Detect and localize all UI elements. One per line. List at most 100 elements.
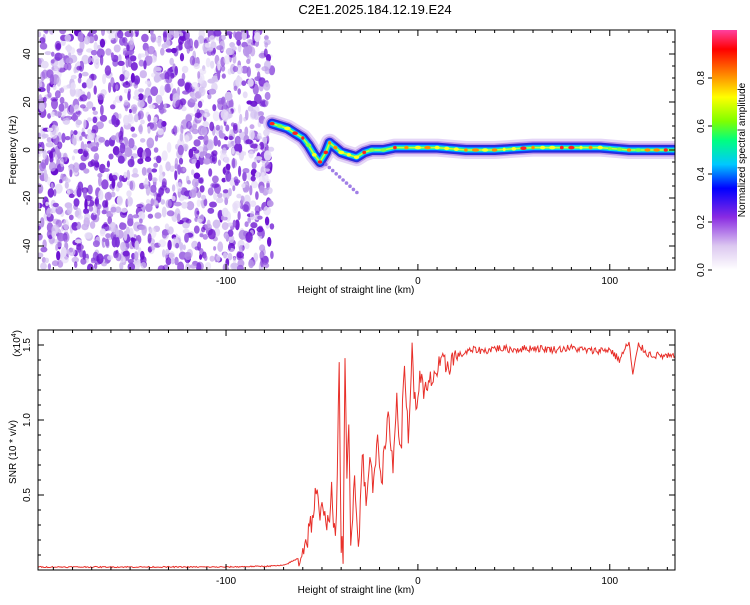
- noise-blob: [232, 53, 237, 64]
- noise-blob: [81, 131, 86, 137]
- noise-blob: [237, 121, 241, 132]
- ridge-hotspot: [362, 150, 367, 155]
- noise-blob: [93, 263, 98, 270]
- noise-blob: [94, 198, 98, 205]
- ridge-hotspot: [644, 148, 651, 152]
- ridge-hotspot: [559, 145, 564, 150]
- noise-blob: [256, 226, 264, 233]
- noise-blob: [117, 181, 123, 189]
- noise-blob: [66, 204, 73, 215]
- noise-blob: [224, 197, 229, 206]
- noise-blob: [199, 151, 204, 159]
- noise-blob: [68, 52, 72, 58]
- ridge-tail-dot: [334, 172, 339, 176]
- noise-blob: [234, 143, 241, 152]
- noise-blob: [191, 169, 195, 176]
- noise-blob: [200, 126, 208, 136]
- noise-blob: [246, 66, 251, 78]
- noise-blob: [116, 195, 123, 206]
- noise-blob: [251, 180, 258, 189]
- noise-blob: [48, 234, 53, 240]
- noise-blob: [126, 190, 132, 198]
- noise-blob: [249, 200, 257, 207]
- ridge-hotspot: [323, 150, 329, 155]
- noise-blob: [40, 262, 47, 270]
- noise-blob: [147, 45, 156, 55]
- noise-blob: [227, 143, 233, 148]
- noise-blob: [223, 55, 231, 65]
- noise-blob: [184, 251, 192, 261]
- noise-blob: [186, 121, 192, 130]
- noise-blob: [57, 232, 65, 242]
- noise-blob: [213, 30, 222, 37]
- noise-blob: [139, 53, 146, 58]
- noise-blob: [174, 65, 178, 76]
- noise-blob: [77, 31, 84, 43]
- noise-blob: [250, 175, 256, 182]
- noise-blob: [137, 110, 144, 120]
- noise-blob: [234, 31, 243, 41]
- noise-blob: [93, 85, 97, 95]
- noise-blob: [38, 132, 41, 138]
- noise-blob: [204, 42, 211, 48]
- noise-blob: [181, 72, 186, 81]
- noise-blob: [132, 214, 140, 219]
- noise-blob: [63, 176, 69, 182]
- snr-ytick-label: 0.5: [22, 488, 33, 502]
- ridge-hotspot: [588, 145, 593, 150]
- ridge-tail-dot: [355, 190, 359, 195]
- noise-blob: [174, 256, 179, 266]
- ridge-hotspot: [472, 148, 479, 152]
- noise-blob: [184, 135, 190, 143]
- noise-blob: [171, 184, 176, 192]
- noise-blob: [145, 203, 153, 212]
- noise-blob: [92, 240, 100, 248]
- noise-blob: [106, 160, 110, 168]
- noise-blob: [150, 198, 155, 207]
- noise-blob: [44, 51, 52, 56]
- noise-blob: [147, 213, 154, 219]
- noise-blob: [169, 82, 174, 89]
- noise-blob: [167, 68, 172, 77]
- noise-blob: [112, 59, 119, 67]
- noise-blob: [259, 244, 266, 252]
- noise-blob: [123, 114, 130, 126]
- noise-blob: [250, 222, 258, 229]
- ridge-hotspot: [301, 136, 305, 140]
- noise-blob: [101, 30, 105, 36]
- noise-blob: [269, 223, 275, 230]
- noise-blob: [228, 135, 234, 141]
- noise-blob: [87, 263, 94, 270]
- noise-blob: [40, 71, 46, 81]
- noise-blob: [224, 91, 233, 102]
- noise-blob: [210, 182, 219, 189]
- noise-blob: [70, 47, 75, 55]
- noise-blob: [96, 207, 101, 216]
- noise-blob: [78, 72, 83, 79]
- noise-blob: [90, 146, 99, 152]
- noise-blob: [76, 243, 84, 251]
- noise-blob: [79, 39, 85, 51]
- noise-blob: [247, 217, 251, 222]
- ridge-hotspot: [616, 147, 623, 151]
- noise-blob: [122, 250, 130, 257]
- noise-blob: [216, 197, 224, 204]
- noise-blob: [198, 68, 207, 75]
- noise-region: [38, 30, 276, 270]
- snr-multiplier-exp: 4: [11, 333, 18, 337]
- noise-blob: [111, 114, 117, 125]
- noise-blob: [92, 110, 99, 116]
- noise-blob: [47, 176, 51, 186]
- noise-blob: [266, 187, 273, 195]
- noise-blob: [248, 150, 254, 159]
- noise-blob: [217, 70, 221, 81]
- noise-blob: [104, 191, 112, 201]
- noise-blob: [51, 230, 57, 239]
- noise-blob: [221, 207, 229, 217]
- noise-blob: [47, 92, 52, 98]
- noise-blob: [40, 217, 45, 228]
- spectrogram-ytick-label: -20: [22, 190, 33, 205]
- noise-blob: [73, 104, 80, 112]
- ridge-hotspot: [333, 145, 338, 150]
- noise-blob: [216, 255, 221, 262]
